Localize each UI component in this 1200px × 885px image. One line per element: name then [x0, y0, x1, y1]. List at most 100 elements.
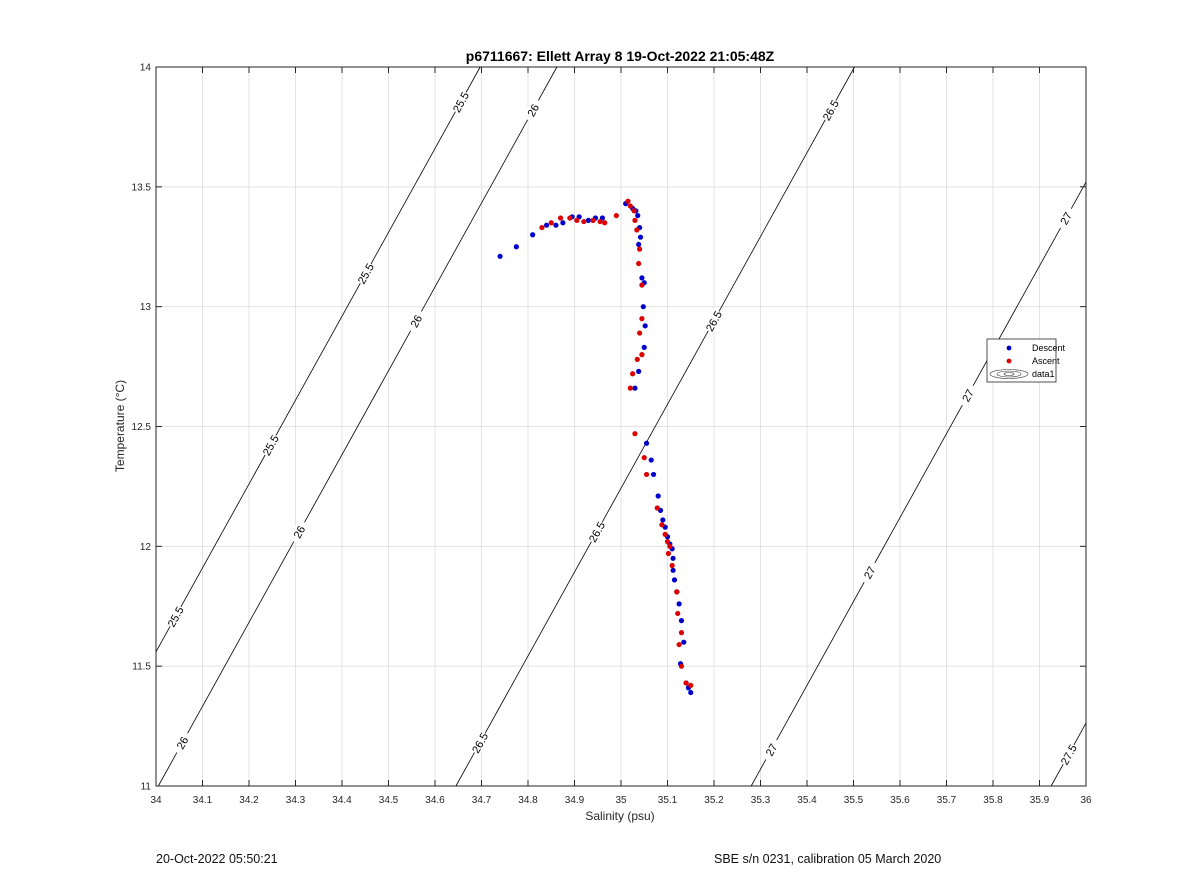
descent-point [670, 567, 676, 573]
ascent-point [634, 356, 640, 362]
descent-point [636, 241, 642, 247]
ascent-point [627, 203, 633, 209]
ascent-point [630, 371, 636, 377]
isopycnal-label: 26 [292, 524, 308, 541]
descent-point [641, 344, 647, 351]
legend-ascent-marker [1006, 358, 1012, 364]
x-tick-label: 34.5 [379, 795, 399, 806]
ascent-point [634, 227, 640, 233]
descent-point [513, 244, 519, 250]
isopycnal-label-bg [171, 730, 193, 756]
descent-point [632, 385, 638, 391]
ascent-point [654, 505, 660, 511]
isopycnal-label-bg [1057, 742, 1080, 768]
descent-point [640, 304, 646, 310]
isopycnal-label-bg [820, 97, 842, 123]
legend-ascent-label: Ascent [1032, 356, 1060, 366]
ascent-point [678, 663, 685, 669]
ascent-point [641, 455, 647, 461]
x-tick-label: 34.3 [286, 795, 306, 806]
isopycnal-label-bg [164, 604, 187, 630]
descent-point [671, 577, 678, 583]
descent-point [639, 275, 645, 281]
x-tick-label: 35.3 [751, 795, 771, 806]
descent-point [544, 222, 550, 228]
descent-point [648, 457, 654, 463]
descent-point [530, 232, 536, 238]
isopycnal-label-bg [522, 97, 544, 123]
isopycnal-label: 27 [862, 565, 878, 582]
isopycnal-label: 26 [526, 102, 542, 119]
isopycnal-label-bg [405, 308, 427, 334]
x-tick-label: 34.6 [425, 795, 445, 806]
isopycnal-label-bg [858, 560, 881, 586]
descent-point [585, 217, 592, 223]
isopycnal-27 [750, 181, 1087, 787]
descent-point [637, 234, 644, 240]
legend-descent-marker [1006, 345, 1012, 351]
x-tick-label: 35.1 [658, 795, 678, 806]
ascent-point [675, 610, 681, 617]
ascent-point [574, 217, 580, 223]
isopycnal-label-bg [355, 261, 377, 287]
descent-point [681, 639, 687, 645]
chart-title: p6711667: Ellett Array 8 19-Oct-2022 21:… [466, 48, 775, 64]
legend-data1-label: data1 [1032, 369, 1055, 379]
x-tick-label: 34 [150, 795, 162, 806]
isopycnal-label-bg [469, 730, 491, 756]
grid [156, 67, 1086, 786]
x-tick-label: 35.8 [983, 795, 1003, 806]
x-tick-label: 34.2 [239, 795, 259, 806]
x-tick-label: 34.8 [518, 795, 538, 806]
isopycnal-label-bg [288, 519, 310, 545]
y-tick-label: 13 [140, 302, 152, 313]
ascent-point [613, 212, 619, 219]
descent-point [635, 212, 641, 219]
descent-point [660, 517, 666, 523]
x-tick-label: 35.5 [844, 795, 864, 806]
ascent-point [665, 550, 672, 557]
ascent-point [639, 282, 645, 288]
descent-point [560, 220, 566, 226]
x-tick-label: 34.7 [472, 795, 492, 806]
x-tick-label: 34.4 [332, 795, 352, 806]
isopycnal-label-bg [703, 308, 725, 334]
y-axis-label: Temperature (°C) [113, 380, 127, 472]
ascent-point [664, 538, 671, 545]
ascent-point [602, 220, 608, 226]
isopycnal-label-bg [259, 432, 282, 458]
legend-descent-label: Descent [1032, 343, 1066, 353]
ascent-point [627, 385, 633, 391]
ascent-point [639, 352, 645, 358]
ascent-point [548, 220, 554, 226]
x-tick-label: 35.2 [704, 795, 724, 806]
ascent-point [674, 589, 680, 595]
ascent-point [597, 218, 603, 225]
isopycnal-25.5 [155, 66, 481, 652]
ascent-point [662, 531, 668, 537]
legend-data1-contour-icon [989, 369, 1029, 379]
ascent-point [683, 680, 689, 686]
ascent-point [688, 682, 694, 688]
ascent-point [678, 630, 685, 636]
isopycnal-label: 26 [175, 735, 191, 752]
ascent-point [637, 246, 643, 252]
x-tick-label: 34.1 [193, 795, 213, 806]
descent-point [688, 689, 694, 696]
ascent-point [581, 218, 587, 225]
ascent-point [636, 260, 642, 267]
ascent-point [590, 217, 596, 223]
isopycnal-label-bg [586, 519, 608, 545]
ascent-point [631, 208, 637, 214]
x-axis-label: Salinity (psu) [585, 809, 654, 823]
isopycnal-label-bg [450, 89, 472, 115]
data-points [497, 198, 694, 696]
descent-point [643, 440, 650, 446]
ascent-point [676, 641, 682, 648]
axis-ticks: 34 34.1 34.2 34.3 34.4 34.5 34.6 34.7 34.8 34.9 35… [132, 63, 1092, 807]
y-tick-label: 12.5 [132, 422, 152, 433]
footer-timestamp: 20-Oct-2022 05:50:21 [156, 852, 278, 866]
isopycnal-label: 27 [764, 742, 780, 759]
